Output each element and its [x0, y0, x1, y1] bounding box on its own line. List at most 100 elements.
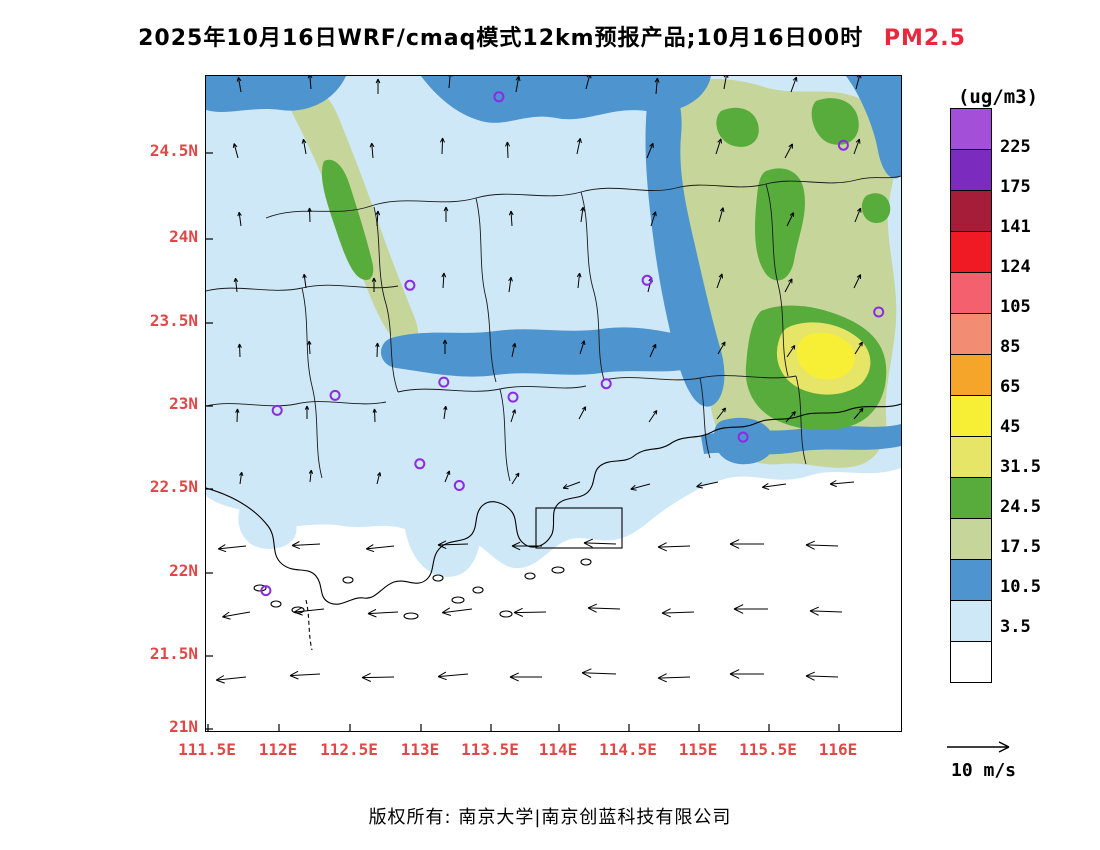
wind-arrow: [805, 671, 839, 681]
wind-reference-label: 10 m/s: [951, 760, 1017, 781]
wind-arrow: [222, 611, 251, 620]
wind-arrow: [233, 277, 239, 293]
contour-map: [206, 76, 901, 731]
colorbar-tick-label: 105: [1000, 297, 1031, 317]
lon-tick-label: 115.5E: [739, 740, 797, 759]
contour-fill-region: [504, 505, 560, 547]
wind-arrow: [853, 274, 862, 289]
wind-arrow: [630, 483, 651, 491]
wind-reference-arrow-icon: [947, 741, 1010, 753]
wind-arrow: [579, 340, 586, 355]
station-marker: [737, 431, 749, 443]
wind-arrow: [853, 138, 861, 155]
wind-arrow: [307, 340, 312, 355]
wind-arrow: [661, 608, 695, 618]
contour-fill-region: [755, 168, 805, 281]
station-marker: [404, 279, 416, 291]
colorbar-tick-label: 225: [1000, 137, 1031, 157]
wind-arrow: [585, 76, 592, 90]
wind-arrow: [562, 481, 581, 490]
station-marker: [873, 306, 885, 318]
colorbar-tick-label: 65: [1000, 377, 1021, 397]
contour-fill-region: [321, 159, 374, 281]
map-area: [205, 75, 902, 732]
colorbar-segment: [951, 641, 991, 682]
wind-arrow: [805, 540, 839, 550]
wind-arrow: [583, 538, 617, 548]
wind-arrow: [515, 76, 521, 93]
colorbar-tick-label: 141: [1000, 217, 1031, 237]
wind-arrow: [367, 608, 399, 618]
copyright-footer: 版权所有: 南京大学|南京创蓝科技有限公司: [368, 807, 732, 828]
wind-arrow: [733, 604, 768, 614]
wind-arrow: [375, 342, 380, 358]
contour-fill-region: [421, 76, 711, 123]
axis-ticks: [206, 152, 840, 731]
wind-arrow: [365, 544, 395, 553]
lon-tick-label: 113E: [400, 740, 440, 759]
wind-arrow: [716, 407, 727, 420]
wind-arrow: [786, 344, 796, 358]
wind-arrow: [508, 276, 513, 293]
wind-arrow: [308, 469, 314, 483]
wind-arrow: [369, 142, 375, 159]
wind-arrow: [237, 343, 242, 358]
colorbar-tick-label: 3.5: [1000, 617, 1031, 637]
station-marker: [641, 274, 653, 286]
wind-arrow: [443, 206, 449, 222]
contour-fill-region: [716, 107, 759, 147]
colorbar-segment: [951, 109, 991, 149]
lon-tick-label: 112.5E: [320, 740, 378, 759]
wind-arrow: [307, 76, 313, 90]
wind-arrow: [657, 673, 691, 683]
lon-tick-label: 111.5E: [178, 740, 236, 759]
wind-arrow: [587, 603, 621, 613]
colorbar-tick-label: 17.5: [1000, 537, 1041, 557]
wind-arrow: [301, 138, 307, 155]
wind-arrow: [513, 607, 547, 617]
wind-arrow: [855, 76, 862, 90]
wind-arrow: [437, 540, 469, 550]
wind-arrow: [717, 341, 726, 355]
wind-arrow: [761, 482, 787, 490]
lon-tick-label: 114E: [538, 740, 578, 759]
colorbar-tick-label: 85: [1000, 337, 1021, 357]
colorbar-segment: [951, 231, 991, 272]
wind-arrow: [236, 76, 242, 93]
lat-tick-label: 24N: [169, 227, 198, 246]
wind-arrow: [437, 671, 469, 681]
wind-arrow: [289, 670, 321, 680]
colorbar-tick-label: 175: [1000, 177, 1031, 197]
wind-arrow: [302, 273, 307, 289]
wind-arrow: [784, 278, 793, 293]
wind-arrow: [853, 407, 864, 420]
wind-arrow: [291, 541, 321, 550]
station-marker: [600, 378, 612, 390]
contour-fill-region: [645, 76, 725, 407]
lat-tick-label: 21N: [169, 717, 198, 736]
wind-arrow: [650, 211, 657, 227]
wind-arrow: [439, 137, 445, 155]
station-marker: [260, 585, 272, 597]
colorbar-segment: [951, 477, 991, 518]
wind-arrow: [375, 210, 381, 227]
wind-arrow: [511, 342, 517, 358]
wind-arrow: [443, 405, 448, 420]
wind-arrow: [447, 76, 453, 89]
lon-tick-label: 113.5E: [461, 740, 519, 759]
wind-arrow: [716, 273, 723, 289]
wind-arrow: [444, 470, 451, 483]
lat-tick-label: 22.5N: [149, 477, 198, 496]
wind-arrow: [578, 406, 587, 420]
wind-arrow: [729, 669, 764, 679]
wind-arrow: [304, 405, 310, 419]
lat-tick-label: 22N: [169, 561, 198, 580]
wind-arrow: [648, 409, 658, 423]
wind-arrow: [509, 672, 542, 682]
lon-tick-label: 116E: [818, 740, 858, 759]
colorbar-segment: [951, 354, 991, 395]
wind-arrow: [786, 212, 795, 227]
wind-reference-legend: 10 m/s: [945, 736, 1065, 781]
wind-arrow: [235, 408, 240, 423]
chart-title-text: 2025年10月16日WRF/cmaq模式12km预报产品;10月16日00时: [138, 26, 864, 51]
